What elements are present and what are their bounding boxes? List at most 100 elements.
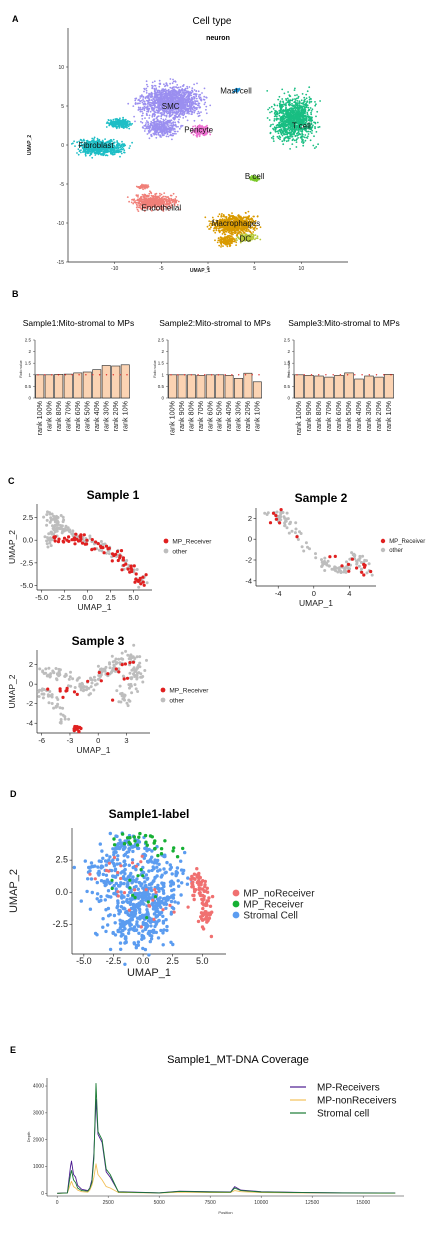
cell-point-macrophages [221, 233, 224, 235]
cell-point-tcell [272, 140, 275, 143]
cell-point-fibroblast [104, 150, 107, 153]
cell-point-smc [189, 100, 192, 103]
cell-point-fibroblast [118, 143, 121, 146]
cell-point-smc [161, 102, 163, 105]
cell-point-smc [172, 129, 175, 131]
cell-point-smc [183, 107, 186, 109]
cell-point-tcell [319, 100, 321, 102]
cell-point-tcell [309, 139, 312, 142]
cell-point-smc [143, 90, 145, 93]
cell-point-endothelial [157, 199, 160, 202]
cell-point-smc [192, 93, 195, 96]
cell-point-smc [209, 104, 212, 107]
cell-point-tcell [292, 113, 295, 116]
cell-point-tcell [279, 121, 281, 124]
cell-point-smc [161, 99, 164, 102]
cell-point-endothelial [135, 203, 138, 206]
cell-point-smc [176, 105, 179, 108]
cell-point-smc [203, 98, 206, 101]
cell-point-smc [172, 78, 174, 81]
cell-point-smc [157, 111, 160, 114]
cell-point-tcell [295, 146, 298, 148]
cell-point-smc [188, 107, 191, 109]
cell-point-fibroblast [112, 118, 115, 121]
cell-point-smc [151, 109, 154, 111]
cell-point-tcell [273, 119, 276, 122]
cell-point-smc [188, 98, 191, 101]
cell-point-smc [167, 97, 169, 99]
cell-point-tcell [293, 101, 296, 104]
cell-point-fibroblast [77, 153, 80, 156]
cell-point-tcell [279, 101, 282, 103]
cell-point-smc [186, 85, 189, 88]
cell-point-smc [156, 121, 158, 123]
cell-point-smc [174, 86, 176, 88]
cell-point-smc [155, 133, 158, 136]
cell-point-smc [154, 84, 156, 87]
cell-point-smc [142, 98, 145, 100]
cell-point-smc [163, 101, 166, 104]
y-tick-label: 10 [58, 65, 64, 71]
cell-point-smc [181, 103, 184, 106]
cell-point-fibroblast [110, 121, 113, 124]
cell-point-tcell [287, 137, 289, 139]
cell-point-smc [180, 126, 182, 128]
cell-point-smc [162, 90, 165, 93]
cell-point-tcell [285, 103, 287, 106]
cell-point-fibroblast [86, 152, 89, 155]
cell-point-smc [148, 128, 151, 131]
cell-point-smc [143, 87, 146, 90]
cell-point-smc [186, 90, 188, 93]
cell-point-smc [186, 101, 188, 104]
cell-point-endothelial [155, 197, 157, 199]
cell-point-smc [145, 120, 148, 122]
cell-point-smc [143, 105, 146, 108]
cell-point-tcell [295, 141, 298, 144]
cell-point-smc [157, 103, 160, 106]
cell-point-endothelial [141, 186, 143, 189]
cell-point-tcell [302, 108, 305, 111]
cell-point-fibroblast [92, 150, 95, 153]
cell-point-tcell [266, 90, 269, 92]
cell-point-smc [145, 127, 148, 130]
cell-point-smc [192, 96, 195, 98]
cell-point-tcell [302, 117, 305, 120]
cell-point-smc [183, 112, 186, 114]
cell-point-smc [141, 101, 144, 104]
cell-point-smc [197, 110, 200, 113]
cell-point-smc [164, 103, 167, 105]
cell-point-tcell [306, 112, 309, 114]
cell-point-endothelial [136, 208, 139, 211]
cell-point-smc [181, 85, 184, 87]
cell-point-macrophages [214, 231, 217, 234]
cell-point-smc [139, 110, 142, 113]
cell-point-endothelial [142, 188, 145, 191]
cell-point-tcell [306, 100, 309, 103]
cell-point-smc [182, 108, 185, 110]
cell-point-smc [157, 96, 160, 99]
cell-point-endothelial [139, 200, 142, 202]
cell-point-smc [160, 129, 163, 132]
cell-point-smc [178, 118, 180, 121]
cell-point-tcell [303, 99, 306, 102]
cell-point-fibroblast [117, 142, 120, 145]
cell-point-fibroblast [91, 137, 94, 140]
cell-point-tcell [316, 121, 319, 124]
cell-point-smc [192, 108, 194, 111]
cell-point-smc [190, 110, 193, 113]
x-axis-label: UMAP_1 [190, 268, 211, 274]
cell-point-smc [159, 120, 162, 123]
cell-point-endothelial [157, 195, 160, 198]
cell-point-smc [166, 119, 169, 122]
cell-point-smc [137, 106, 140, 109]
cell-point-smc [175, 86, 178, 89]
cell-point-smc [175, 104, 178, 106]
cell-point-endothelial [168, 198, 171, 201]
y-axis-label: UMAP_2 [27, 135, 33, 156]
cell-point-smc [178, 101, 181, 104]
cell-point-smc [168, 131, 171, 134]
cell-point-endothelial [163, 192, 166, 195]
cell-point-smc [166, 95, 169, 97]
cell-point-smc [148, 137, 151, 140]
cell-point-smc [141, 118, 144, 120]
